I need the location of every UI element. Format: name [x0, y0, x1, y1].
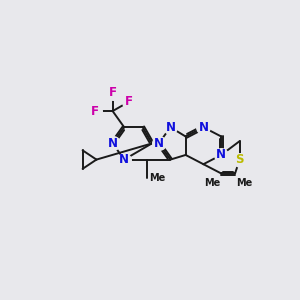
- Text: Me: Me: [236, 178, 252, 188]
- Text: F: F: [109, 86, 117, 99]
- Text: Me: Me: [149, 173, 165, 183]
- Text: F: F: [125, 95, 133, 108]
- Text: N: N: [165, 121, 176, 134]
- Text: Me: Me: [204, 178, 220, 188]
- Text: N: N: [216, 148, 226, 161]
- Text: N: N: [198, 121, 208, 134]
- Text: N: N: [154, 137, 164, 150]
- Text: N: N: [108, 137, 118, 150]
- Text: S: S: [236, 153, 244, 166]
- Text: F: F: [91, 105, 99, 118]
- Text: N: N: [119, 153, 129, 166]
